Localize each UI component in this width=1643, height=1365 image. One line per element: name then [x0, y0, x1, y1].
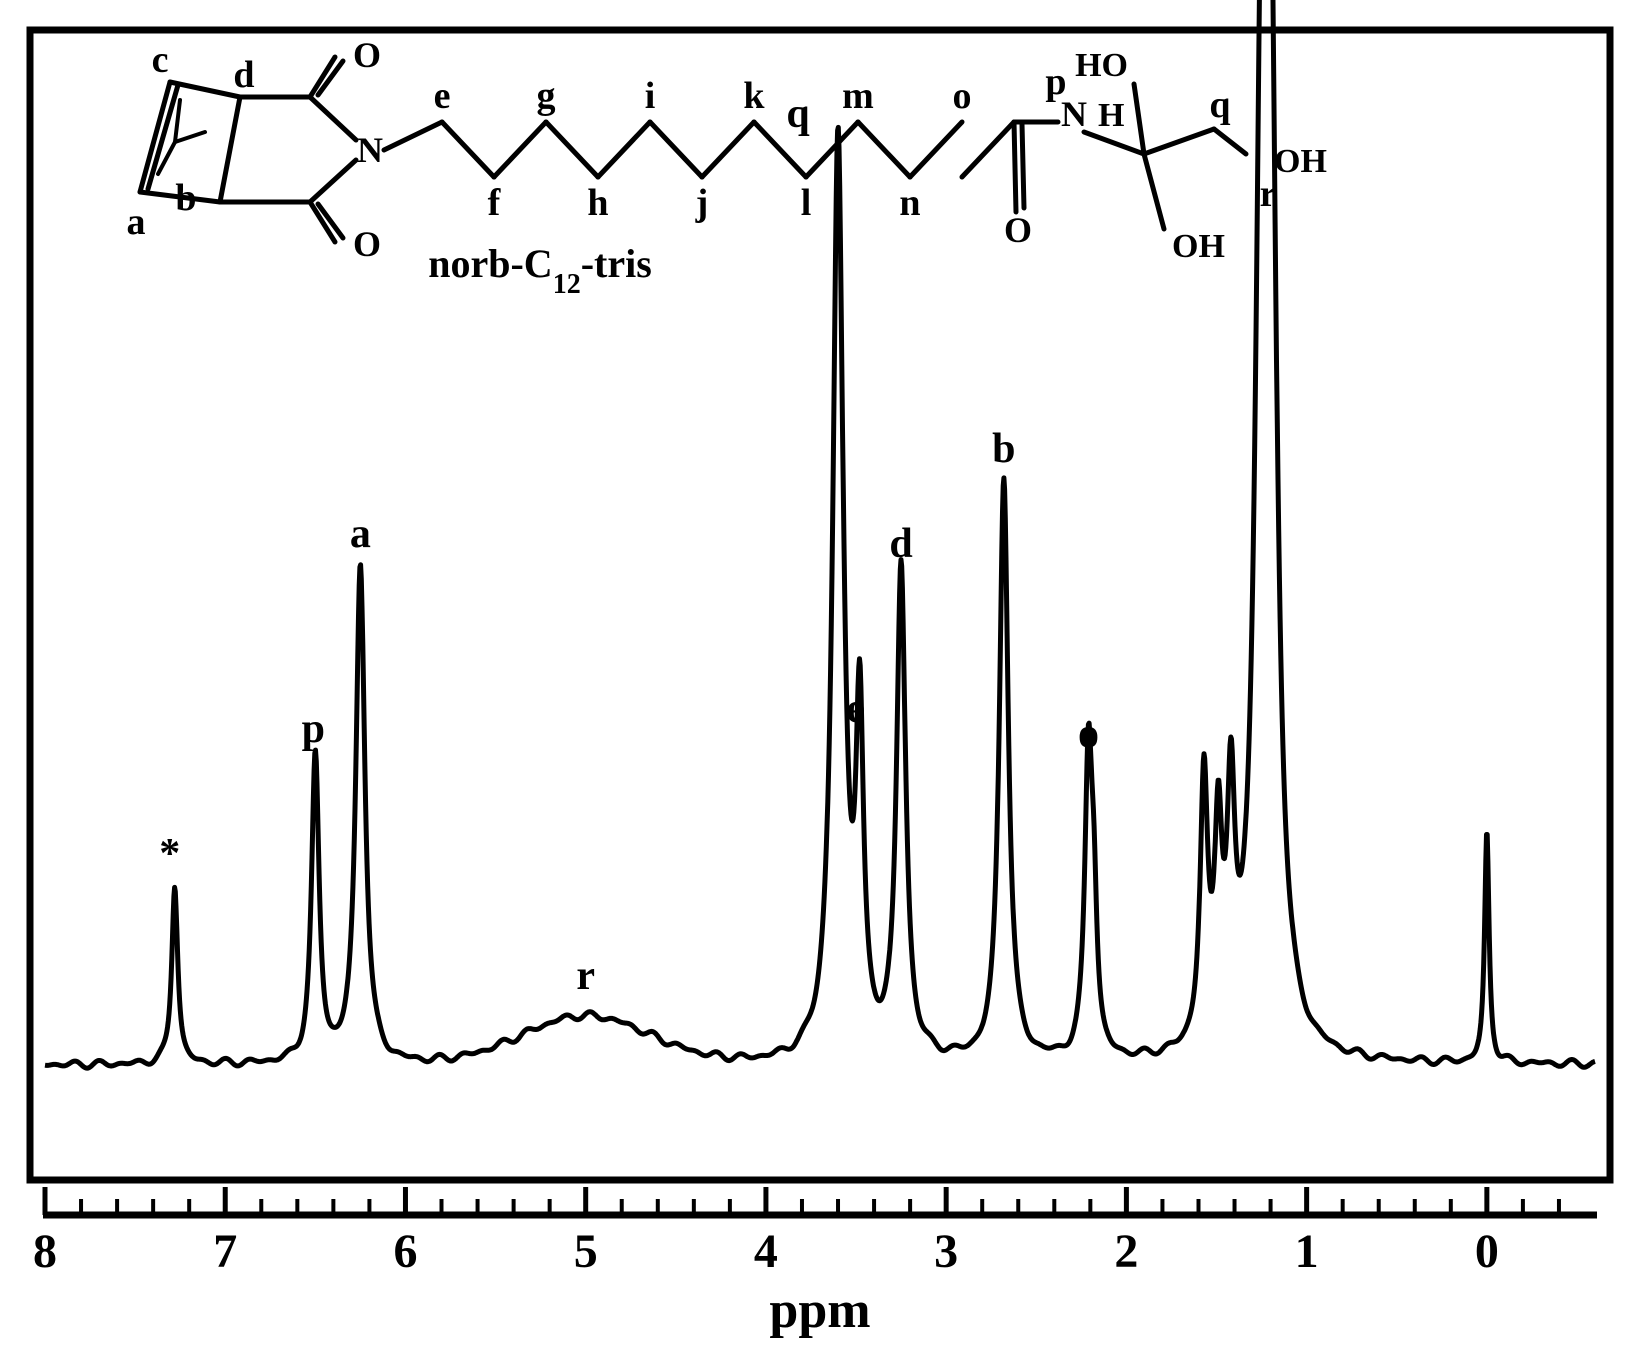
- bond: [546, 122, 598, 177]
- chemical-structure: OONabcdefghijklmnoONHpHOOHqrOHnorb-C12-t…: [127, 35, 1327, 300]
- pos-l: l: [801, 182, 812, 224]
- x-tick-label: 8: [33, 1225, 57, 1278]
- peak-label-q: q: [786, 91, 809, 137]
- peak-label-b: b: [992, 426, 1015, 472]
- peak-label-r: r: [576, 953, 595, 999]
- bond: [1214, 129, 1246, 154]
- pos-f: f: [488, 182, 502, 224]
- bond: [1144, 154, 1164, 229]
- bond: [494, 122, 546, 177]
- x-tick-label: 2: [1114, 1225, 1138, 1278]
- atom-H: H: [1098, 97, 1124, 134]
- pos-i: i: [645, 75, 656, 117]
- atom-O: O: [1004, 210, 1032, 250]
- x-tick-label: 7: [213, 1225, 237, 1278]
- x-tick-label: 4: [754, 1225, 778, 1278]
- bond: [702, 122, 754, 177]
- pos-e: e: [434, 75, 451, 117]
- peak-label-*: *: [159, 831, 180, 877]
- bond: [310, 97, 356, 140]
- bond: [1134, 84, 1144, 154]
- bond: [220, 97, 240, 202]
- atom-O: O: [353, 224, 381, 264]
- pos-c: c: [152, 39, 169, 81]
- peak-label-p: p: [302, 706, 325, 752]
- bond: [598, 122, 650, 177]
- bond: [962, 122, 1014, 177]
- x-tick-label: 1: [1295, 1225, 1319, 1278]
- pos-h: h: [587, 182, 608, 224]
- atom-OH: OH: [1172, 228, 1225, 265]
- atom-O: O: [353, 35, 381, 75]
- bond: [1014, 122, 1016, 212]
- pos-n: n: [899, 182, 920, 224]
- pos-p: p: [1045, 61, 1066, 103]
- bond: [858, 122, 910, 177]
- bond: [310, 160, 356, 202]
- bond: [650, 122, 702, 177]
- pos-j: j: [695, 182, 709, 224]
- pos-g: g: [537, 75, 556, 117]
- x-tick-label: 0: [1475, 1225, 1499, 1278]
- pos-q: q: [1209, 84, 1230, 126]
- bond: [1022, 124, 1024, 208]
- pos-b: b: [175, 177, 196, 219]
- atom-OH: OH: [1274, 143, 1327, 180]
- bond: [806, 122, 858, 177]
- pos-r: r: [1260, 173, 1277, 215]
- x-tick-label: 6: [393, 1225, 417, 1278]
- pos-m: m: [842, 75, 874, 117]
- bond: [175, 100, 180, 142]
- peak-label-o: o: [1078, 711, 1099, 757]
- atom-HO: HO: [1075, 47, 1128, 84]
- bond: [910, 122, 962, 177]
- bond: [170, 82, 240, 97]
- peak-label-d: d: [889, 521, 912, 567]
- atom-N: N: [357, 130, 383, 170]
- peak-label-e: e: [846, 686, 865, 732]
- pos-d: d: [233, 54, 254, 96]
- nmr-figure: *paqedbor012345678ppmOONabcdefghijklmnoO…: [0, 0, 1643, 1365]
- bond: [1084, 132, 1144, 154]
- bond: [175, 132, 205, 142]
- x-tick-label: 3: [934, 1225, 958, 1278]
- pos-o: o: [953, 75, 972, 117]
- bond: [384, 122, 442, 150]
- peak-label-a: a: [350, 511, 371, 557]
- pos-k: k: [743, 75, 765, 117]
- bond: [1144, 129, 1214, 154]
- pos-a: a: [127, 201, 146, 243]
- compound-name: norb-C12-tris: [428, 241, 652, 300]
- bond: [442, 122, 494, 177]
- x-axis-label: ppm: [769, 1282, 870, 1339]
- x-tick-label: 5: [574, 1225, 598, 1278]
